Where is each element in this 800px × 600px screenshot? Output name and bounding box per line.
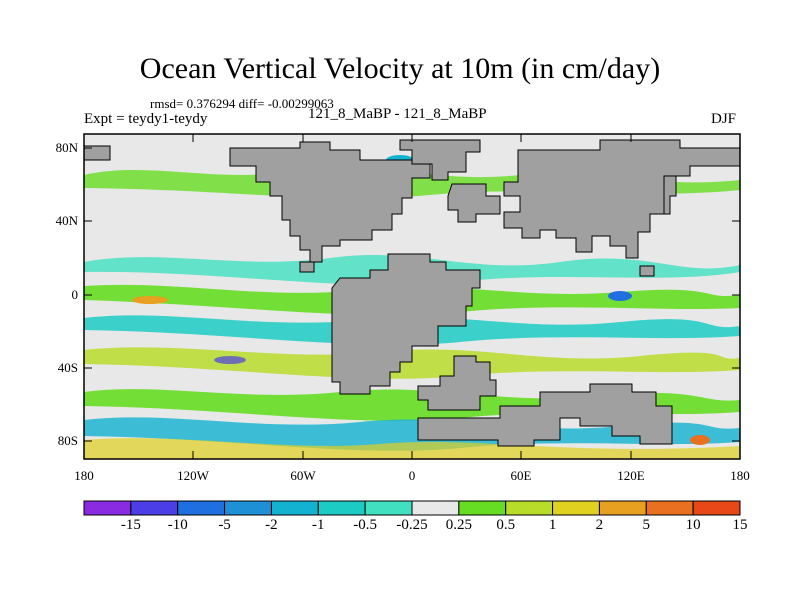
y-label-0: 0: [71, 287, 79, 302]
colorbar-swatch: [224, 500, 272, 516]
colorbar-swatch: [645, 500, 694, 516]
colorbar: [83, 500, 741, 516]
colorbar-swatch: [130, 500, 179, 516]
land-masses: [84, 139, 740, 447]
europe-asia: [503, 139, 740, 259]
x-label-120w: 120W: [177, 468, 209, 483]
colorbar-label: 0.5: [496, 517, 516, 533]
colorbar-swatch: [552, 500, 600, 516]
y-label-80n: 80N: [55, 140, 78, 155]
colorbar-label: -2: [265, 517, 278, 533]
colorbar-swatch: [411, 500, 460, 516]
antarctica: [417, 383, 673, 447]
colorbar-label: 2: [595, 517, 604, 533]
colorbar-label: 1: [548, 517, 557, 533]
rmsd-diff-stats: rmsd= 0.376294 diff= -0.00299063: [150, 96, 334, 111]
colorbar-swatch: [317, 500, 366, 516]
north-america: [229, 141, 431, 263]
south-america: [331, 253, 481, 395]
alaska-land: [84, 145, 111, 161]
y-label-40n: 40N: [55, 213, 78, 228]
colorbar-swatch: [177, 500, 226, 516]
x-label-60w: 60W: [290, 468, 316, 483]
island-1: [639, 265, 655, 277]
africa: [417, 355, 497, 411]
x-label-60e: 60E: [510, 468, 532, 483]
colorbar-swatch: [270, 500, 319, 516]
colorbar-swatch: [598, 500, 647, 516]
experiment-label: Expt = teydy1-teydy: [84, 111, 208, 127]
australia: [663, 175, 677, 215]
map-title: Ocean Vertical Velocity at 10m (in cm/da…: [139, 52, 661, 85]
colorbar-label: 0.25: [445, 517, 472, 533]
colorbar-label: 15: [732, 517, 748, 533]
x-label-120e: 120E: [617, 468, 645, 483]
y-label-40s: 40S: [57, 360, 78, 375]
greenland: [399, 139, 481, 181]
europe: [447, 183, 501, 223]
colorbar-label: 5: [642, 517, 651, 533]
colorbar-label: -10: [167, 517, 188, 533]
colorbar-label: 10: [685, 517, 701, 533]
colorbar-swatch: [505, 500, 554, 516]
colorbar-swatch: [692, 500, 741, 516]
x-label-180w: 180: [74, 468, 94, 483]
x-label-0: 0: [408, 468, 416, 483]
axis-ticks: [83, 134, 741, 459]
colorbar-label: -5: [218, 517, 231, 533]
island-2: [299, 261, 315, 273]
season-label: DJF: [711, 111, 737, 127]
colorbar-label: -0.25: [396, 517, 428, 533]
map-field: [84, 134, 740, 459]
colorbar-label: -1: [312, 517, 325, 533]
case-label: 121_8_MaBP - 121_8_MaBP: [308, 106, 487, 122]
colorbar-label: -0.5: [353, 517, 378, 533]
x-label-180e: 180: [730, 468, 750, 483]
colorbar-swatch: [83, 500, 132, 516]
y-label-80s: 80S: [57, 433, 78, 448]
colorbar-swatch: [364, 500, 413, 516]
colorbar-swatch: [458, 500, 507, 516]
colorbar-label: -15: [120, 517, 141, 533]
